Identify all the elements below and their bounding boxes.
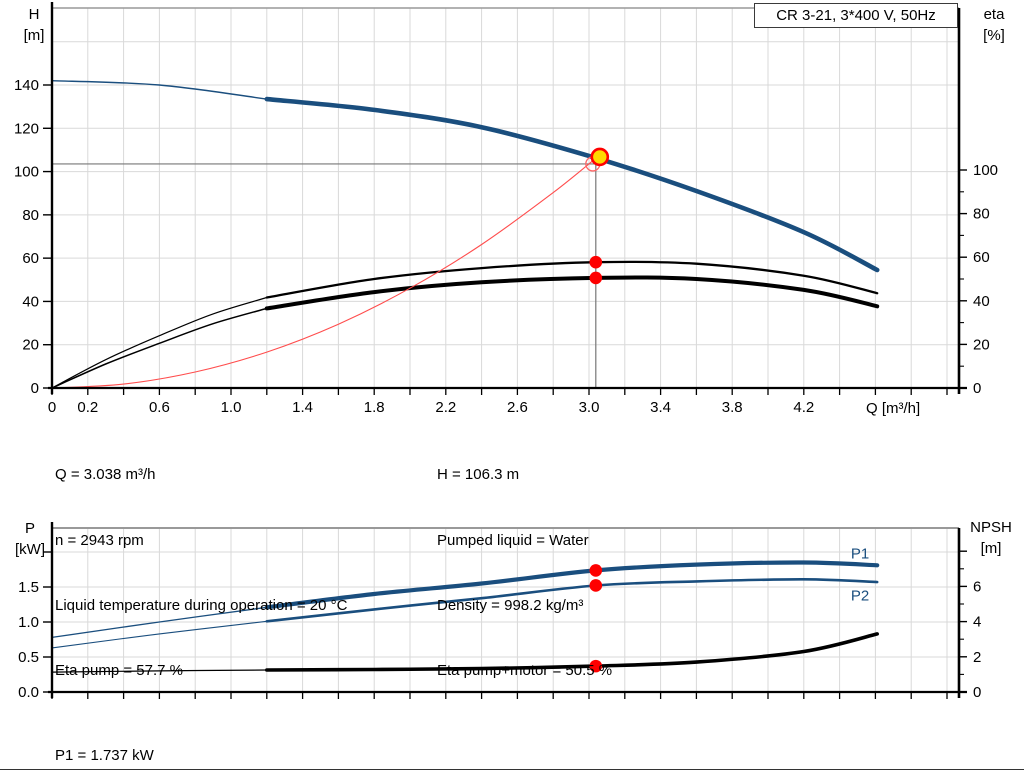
result-p1: P1 = 1.737 kW [55,746,154,764]
curve-eta_pump-thin [51,296,267,389]
left-tick-label: 1.0 [18,614,39,631]
right-tick-label: 60 [973,249,990,266]
left-tick-label: 140 [14,77,39,94]
pump-type-box: CR 3-21, 3*400 V, 50Hz [754,3,958,28]
result-density: Density = 998.2 kg/m³ [437,596,584,614]
p1-curve-label: P1 [851,546,869,563]
right-tick-label: 40 [973,293,990,310]
right-tick-label: 0 [973,380,981,397]
right-tick-label: 100 [973,162,998,179]
eta-pump-duty-marker [589,255,603,269]
left-tick-label: 80 [22,207,39,224]
x-tick-label: 1.8 [364,399,385,416]
eta-axis-title-line1: eta [983,6,1005,23]
x-tick-label: 4.2 [793,399,814,416]
h-axis-title-line1: H [28,6,40,23]
result-liquid-temp: Liquid temperature during operation = 20… [55,596,348,614]
x-tick-label: 1.4 [292,399,313,416]
x-tick-label: 1.0 [221,399,242,416]
curve-system_curve [51,157,597,389]
q-axis-title: Q [m³/h] [866,400,921,417]
x-tick-label: 2.2 [435,399,456,416]
result-h: H = 106.3 m [437,466,520,484]
x-tick-label: 0.2 [77,399,98,416]
x-tick-label: 3.8 [722,399,743,416]
eta-pump-motor-duty-marker [589,271,603,285]
left-tick-label: 1.5 [18,579,39,596]
npsh-axis-title: NPSH [m] [962,517,1020,559]
left-tick-label: 0 [31,380,39,397]
p2-duty-marker [589,579,603,592]
page-divider [0,769,1024,770]
npsh-duty-marker [589,659,603,673]
curve-head [264,96,880,273]
eta-axis-title: eta [%] [970,4,1018,46]
npsh-axis-title-line2: [m] [980,540,1002,557]
right-tick-label: 6 [973,578,981,595]
right-tick-label: 0 [973,684,981,701]
x-tick-label: 2.6 [507,399,528,416]
p-axis-title-line1: P [24,520,35,537]
p2-curve-label: P2 [851,587,869,604]
left-tick-label: 40 [22,293,39,310]
x-tick-label: 3.4 [650,399,671,416]
left-tick-label: 0.0 [18,684,39,701]
results-top-right: H = 106.3 m Pumped liquid = Water Densit… [437,421,612,725]
p-axis-title-line2: [kW] [15,541,45,558]
results-bottom: P1 = 1.737 kW P2 = 1.522 kW NPSH = 1.47 … [55,700,160,781]
curve-eta_pump_motor-thin [51,307,268,389]
result-eta-pump-motor: Eta pump+motor = 50.5 % [437,661,613,679]
x-tick-label: 3.0 [579,399,600,416]
p1-duty-marker [589,564,603,577]
curve-head-thin [51,80,267,100]
result-n: n = 2943 rpm [55,531,144,549]
right-tick-label: 2 [973,649,981,666]
npsh-axis-title-line1: NPSH [970,519,1012,536]
right-tick-label: 4 [973,614,981,631]
results-top-left: Q = 3.038 m³/h n = 2943 rpm Liquid tempe… [55,421,347,725]
right-tick-label: 80 [973,206,990,223]
left-tick-label: 20 [22,337,39,354]
curve-P2-thin [51,620,267,649]
result-pumped-liquid: Pumped liquid = Water [437,531,589,549]
left-tick-label: 120 [14,120,39,137]
curve-NPSH-thin [51,669,267,673]
left-tick-label: 0.5 [18,649,39,666]
left-tick-label: 60 [22,250,39,267]
h-axis-title-line2: [m] [23,27,45,44]
right-tick-label: 20 [973,336,990,353]
eta-axis-title-line2: [%] [983,27,1005,44]
p-axis-title: P [kW] [8,518,52,560]
duty-point-marker [590,147,610,167]
left-tick-label: 100 [14,164,39,181]
x-tick-label: 0 [48,399,56,416]
result-eta-pump: Eta pump = 57.7 % [55,661,183,679]
h-axis-title: H [m] [14,4,54,46]
curve-P1-thin [51,606,267,639]
x-tick-label: 0.6 [149,399,170,416]
result-q: Q = 3.038 m³/h [55,466,156,484]
